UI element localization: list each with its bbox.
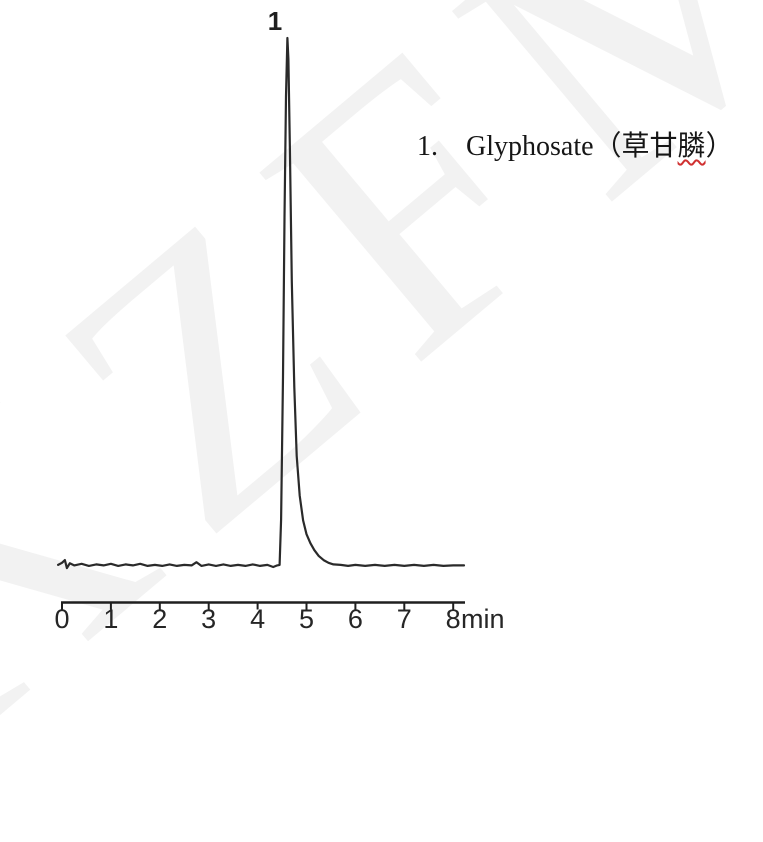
x-tick-label-8: 8	[445, 604, 461, 634]
x-tick-label-2: 2	[152, 604, 168, 634]
x-tick-label-6: 6	[347, 604, 363, 634]
legend-compound-zh-misspelled: 膦	[677, 131, 706, 162]
x-tick-label-4: 4	[250, 604, 266, 634]
legend-peak-number: 1.	[417, 131, 438, 162]
legend-paren-open: （	[593, 131, 622, 162]
legend-compound-en: Glyphosate	[466, 131, 594, 162]
x-axis-ticks	[61, 603, 455, 610]
legend-paren-close: ）	[705, 131, 734, 162]
peak-label-1: 1	[267, 6, 283, 36]
x-tick-label-5: 5	[298, 604, 315, 634]
chromatogram-plot	[56, 36, 466, 610]
chromatogram-trace	[56, 36, 466, 570]
x-axis-unit-label: min	[461, 604, 505, 634]
legend-compound-zh: 草甘	[621, 131, 678, 162]
peak-legend: 1. Glyphosate（草甘膦）	[417, 124, 734, 164]
x-tick-label-3: 3	[201, 604, 217, 634]
x-tick-label-7: 7	[396, 604, 412, 634]
x-tick-label-1: 1	[103, 604, 119, 634]
x-tick-label-0: 0	[54, 604, 70, 634]
